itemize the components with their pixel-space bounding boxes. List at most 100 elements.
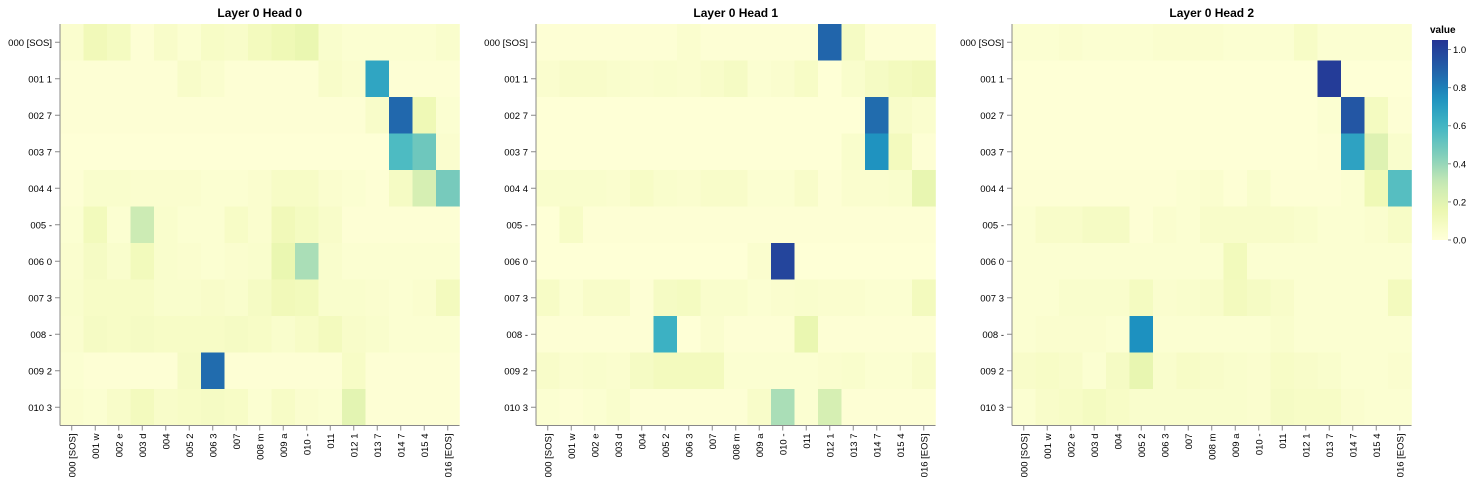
heatmap-cell: 002 7 / 011: 0.01	[794, 97, 819, 134]
y-tick-label: 002 7	[28, 111, 52, 122]
heatmap-cell: 002 7 / 000 [SOS]: 0.01	[1012, 97, 1036, 134]
x-tick-label: 013 7	[849, 434, 860, 458]
heatmap-cell: 003 7 / 014 7: 0.74	[865, 133, 889, 171]
heatmap-cell: 003 7 / 011: 0.01	[794, 133, 819, 171]
y-tick-label: 008 -	[506, 330, 528, 341]
x-tick-label: 004	[161, 434, 172, 450]
x-tick-label: 005 2	[1137, 434, 1148, 458]
heatmap-cell: 002 7 / 012 1: 0.02	[342, 97, 366, 134]
heatmap-cell: 002 7 / 005 2: 0.01	[653, 97, 678, 134]
heatmap-cell: 007 3 / 011: 0.05	[794, 279, 819, 317]
y-tick-label: 005 -	[982, 220, 1004, 231]
heatmap-cell: 002 7 / 003 d: 0.02	[130, 97, 155, 134]
heatmap-cell: 009 2 / 011: 0.07	[1270, 352, 1295, 390]
heatmap-cell: 007 3 / 003 d: 0.06	[606, 279, 631, 317]
y-tick-label: 003 7	[28, 147, 52, 158]
heatmap-cell: 006 0 / 002 e: 0.03	[1059, 243, 1083, 280]
heatmap-cell: 008 - / 014 7: 0.03	[1341, 316, 1365, 353]
heatmap-cell: 001 1 / 016 [EOS]: 0.12	[912, 60, 936, 98]
heatmap-cell: 005 - / 016 [EOS]: 0.02	[912, 206, 936, 244]
heatmap-cell: 008 - / 008 m: 0.03	[1200, 316, 1224, 353]
heatmap-cell: 001 1 / 001 w: 0.06	[559, 60, 584, 98]
heatmap-cell: 001 1 / 006 3: 0.04	[201, 60, 225, 98]
heatmap-cell: 005 - / 002 e: 0.06	[1059, 206, 1083, 244]
heatmap-cell: 004 4 / 001 w: 0.05	[559, 170, 584, 207]
heatmap-cell: 004 4 / 015 4: 0.24	[412, 170, 437, 207]
heatmap-cell: 005 - / 001 w: 0.07	[559, 206, 584, 244]
heatmap-cell: 004 4 / 009 a: 0.03	[747, 170, 772, 207]
heatmap-cell: 010 3 / 002 e: 0.06	[107, 389, 131, 426]
heatmap-cell: 009 2 / 016 [EOS]: 0.02	[436, 352, 460, 390]
heatmap-cell: 002 7 / 011: 0.01	[1270, 97, 1295, 134]
heatmap-cell: 005 - / 003 d: 0.02	[606, 206, 631, 244]
legend-tick-label: 0.2	[1453, 197, 1466, 208]
heatmap-cell: 001 1 / 003 d: 0.05	[606, 60, 631, 98]
heatmap-cell: 009 2 / 011: 0.03	[794, 352, 819, 390]
heatmap-cell: 009 2 / 012 1: 0.06	[1294, 352, 1318, 390]
heatmap-cell: 002 7 / 014 7: 0.86	[865, 97, 889, 134]
heatmap-cell: 003 7 / 015 4: 0.49	[412, 133, 437, 171]
heatmap-cell: 004 4 / 003 d: 0.04	[606, 170, 631, 207]
heatmap-cell: 009 2 / 013 7: 0.05	[1317, 352, 1342, 390]
heatmap-cell: 008 - / 007: 0.04	[700, 316, 725, 353]
heatmap-cell: 000 [SOS] / 016 [EOS]: 0.03	[1388, 24, 1412, 61]
heatmap-cell: 010 3 / 015 4: 0.02	[412, 389, 437, 426]
x-tick-label: 007	[232, 434, 243, 450]
heatmap-cell: 003 7 / 014 7: 0.57	[389, 133, 413, 171]
heatmap-cell: 007 3 / 004: 0.05	[154, 279, 178, 317]
heatmap-cell: 000 [SOS] / 016 [EOS]: 0.02	[912, 24, 936, 61]
heatmap-cell: 010 3 / 006 3: 0.02	[677, 389, 701, 426]
heatmap-cell: 010 3 / 000 [SOS]: 0.04	[60, 389, 84, 426]
heatmap-cell: 002 7 / 006 3: 0.01	[1153, 97, 1177, 134]
heatmap-cell: 005 - / 012 1: 0.02	[818, 206, 842, 244]
legend-title: value	[1430, 25, 1456, 36]
heatmap-cell: 005 - / 013 7: 0.02	[365, 206, 390, 244]
heatmap-cell: 008 - / 001 w: 0.02	[559, 316, 584, 353]
heatmap-cell: 004 4 / 006 3: 0.02	[1153, 170, 1177, 207]
heatmap-cell: 010 3 / 007: 0.07	[224, 389, 249, 426]
heatmap-panel-2: Layer 0 Head 2 000 [SOS] / 000 [SOS]: 0.0…	[960, 6, 1412, 477]
heatmap-cell: 003 7 / 001 w: 0.01	[559, 133, 584, 171]
heatmap-cell: 008 - / 003 d: 0.02	[606, 316, 631, 353]
heatmap-cell: 000 [SOS] / 004: 0.06	[154, 24, 178, 61]
heatmap-cell: 001 1 / 011: 0.07	[794, 60, 819, 98]
heatmap-cell: 003 7 / 015 4: 0.21	[1364, 133, 1389, 171]
heatmap-cell: 009 2 / 012 1: 0.07	[342, 352, 366, 390]
heatmap-cell: 000 [SOS] / 009 a: 0.13	[271, 24, 296, 61]
heatmap-cell: 001 1 / 008 m: 0.01	[1200, 60, 1224, 98]
heatmap-cell: 007 3 / 013 7: 0.04	[841, 279, 866, 317]
heatmap-cell: 006 0 / 014 7: 0.03	[1341, 243, 1365, 280]
legend-tick-label: 0.8	[1453, 83, 1466, 94]
heatmap-cell: 008 - / 003 d: 0.08	[130, 316, 155, 353]
x-tick-label: 012 1	[1301, 434, 1312, 458]
heatmap-cell: 010 3 / 004: 0.06	[154, 389, 178, 426]
heatmap-cell: 008 - / 007: 0.03	[1176, 316, 1201, 353]
x-tick-label: 005 2	[185, 434, 196, 458]
heatmap-cell: 008 - / 012 1: 0.03	[1294, 316, 1318, 353]
heatmap-cell: 005 - / 007: 0.03	[1176, 206, 1201, 244]
heatmap-cell: 005 - / 005 2: 0.03	[177, 206, 202, 244]
heatmap-cell: 007 3 / 014 7: 0.03	[1341, 279, 1365, 317]
heatmap-cell: 006 0 / 006 3: 0.03	[201, 243, 225, 280]
heatmap-cell: 008 - / 000 [SOS]: 0.03	[1012, 316, 1036, 353]
heatmap-cell: 004 4 / 008 m: 0.04	[248, 170, 272, 207]
heatmap-cell: 009 2 / 009 a: 0.02	[271, 352, 296, 390]
heatmap-cell: 004 4 / 006 3: 0.03	[201, 170, 225, 207]
heatmap-cell: 003 7 / 000 [SOS]: 0.01	[60, 133, 84, 171]
heatmap-cell: 008 - / 007: 0.08	[224, 316, 249, 353]
heatmap-cell: 010 3 / 014 7: 0.02	[389, 389, 413, 426]
heatmap-cell: 000 [SOS] / 000 [SOS]: 0.04	[60, 24, 84, 61]
heatmap-cell: 003 7 / 008 m: 0.01	[248, 133, 272, 171]
heatmap-cell: 005 - / 011: 0.06	[1270, 206, 1295, 244]
heatmap-cell: 000 [SOS] / 011: 0.03	[1270, 24, 1295, 61]
heatmap-cell: 009 2 / 006 3: 0.05	[1153, 352, 1177, 390]
y-tick-label: 008 -	[982, 330, 1004, 341]
heatmap-cell: 002 7 / 016 [EOS]: 0.04	[912, 97, 936, 134]
y-tick-label: 006 0	[980, 257, 1004, 268]
heatmap-cell: 004 4 / 000 [SOS]: 0.02	[1012, 170, 1036, 207]
heatmap-cell: 006 0 / 000 [SOS]: 0.01	[536, 243, 560, 280]
heatmap-cell: 007 3 / 000 [SOS]: 0.03	[1012, 279, 1036, 317]
heatmap-cell: 003 7 / 006 3: 0.01	[201, 133, 225, 171]
heatmap-cell: 003 7 / 005 2: 0.01	[653, 133, 678, 171]
heatmap-cell: 000 [SOS] / 011: 0.02	[794, 24, 819, 61]
